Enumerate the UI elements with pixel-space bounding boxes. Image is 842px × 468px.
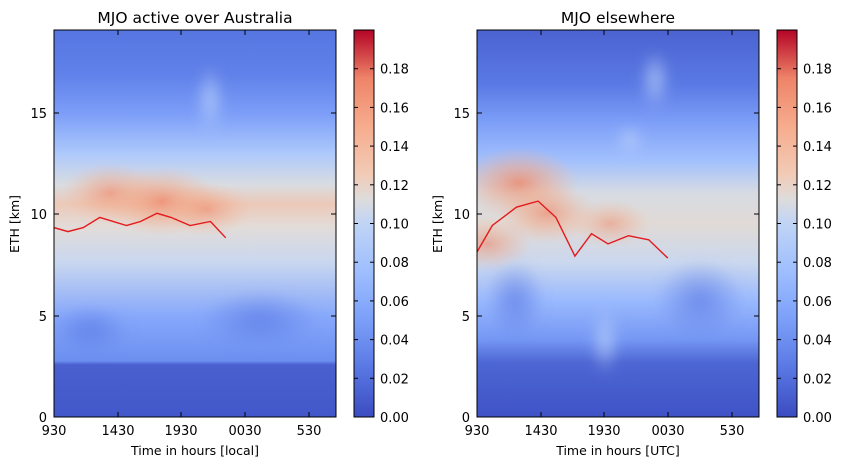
left-eth-line — [54, 212, 227, 239]
right-x-tick-label: 1930 — [587, 424, 620, 439]
right-x-axis: 930 1430 1930 0030 530 Time in hours [UT… — [465, 30, 745, 458]
right-plot-frame — [476, 29, 760, 418]
right-colorbar-ticks: 0.00 0.02 0.04 0.06 0.08 0.10 0.12 0.14 0.16 0.18 — [777, 63, 832, 426]
right-eth-line — [477, 200, 669, 259]
right-y-tick-label: 5 — [462, 310, 470, 325]
left-colorbar-tick-label: 0.00 — [380, 411, 409, 426]
right-colorbar-tick-label: 0.02 — [803, 372, 832, 387]
left-panel: MJO active over Australia 0 5 10 15 ETH … — [7, 9, 409, 458]
left-colorbar-tick-label: 0.02 — [380, 372, 409, 387]
left-blob — [196, 65, 224, 135]
left-colorbar-tick-label: 0.06 — [380, 295, 409, 310]
right-colorbar-tick-label: 0.12 — [803, 179, 832, 194]
left-y-axis-label: ETH [km] — [7, 195, 22, 253]
left-heatmap — [54, 30, 336, 417]
left-x-tick-label: 0030 — [228, 424, 261, 439]
left-y-tick-label: 0 — [39, 411, 47, 426]
left-x-tick-label: 930 — [42, 424, 67, 439]
right-blob — [591, 305, 619, 375]
left-blob — [54, 305, 130, 355]
left-blob — [200, 290, 320, 350]
right-y-tick-label: 0 — [462, 411, 470, 426]
left-hotspot — [161, 182, 252, 237]
right-colorbar-tick-label: 0.16 — [803, 101, 832, 116]
right-colorbar-tick-label: 0.18 — [803, 63, 832, 78]
right-colorbar-tick-label: 0.00 — [803, 411, 832, 426]
right-colorbar-tick-label: 0.04 — [803, 334, 832, 349]
left-x-axis: 930 1430 1930 0030 530 Time in hours [lo… — [42, 30, 322, 458]
right-y-axis: 0 5 10 15 ETH [km] — [430, 107, 759, 426]
right-blob — [485, 260, 545, 340]
left-y-tick-label: 10 — [30, 208, 47, 223]
left-colorbar-tick-label: 0.16 — [380, 101, 409, 116]
left-colorbar-tick-label: 0.10 — [380, 218, 409, 233]
left-plot-frame — [53, 29, 337, 418]
right-x-tick-label: 1430 — [524, 424, 557, 439]
right-colorbar: 0.00 0.02 0.04 0.06 0.08 0.10 0.12 0.14 0.16 0.18 — [776, 29, 832, 426]
right-hotspot — [477, 216, 533, 271]
right-x-tick-label: 930 — [465, 424, 490, 439]
right-colorbar-tick-label: 0.06 — [803, 295, 832, 310]
left-colorbar-tick-label: 0.14 — [380, 140, 409, 155]
left-x-tick-label: 530 — [297, 424, 322, 439]
left-colorbar-tick-label: 0.12 — [380, 179, 409, 194]
right-hotspot — [570, 199, 651, 248]
left-colorbar: 0.00 0.02 0.04 0.06 0.08 0.10 0.12 0.14 0.16 0.18 — [353, 29, 409, 426]
right-heatmap — [477, 30, 759, 417]
left-colorbar-tick-label: 0.04 — [380, 334, 409, 349]
right-colorbar-tick-label: 0.14 — [803, 140, 832, 155]
left-colorbar-tick-label: 0.18 — [380, 63, 409, 78]
right-colorbar-tick-label: 0.08 — [803, 256, 832, 271]
left-x-axis-label: Time in hours [local] — [130, 443, 259, 458]
left-x-tick-label: 1430 — [101, 424, 134, 439]
right-panel: MJO elsewhere 0 5 10 15 ETH [km] — [430, 9, 832, 458]
right-x-tick-label: 530 — [720, 424, 745, 439]
left-title: MJO active over Australia — [97, 9, 292, 27]
right-y-tick-label: 10 — [453, 208, 470, 223]
right-y-tick-label: 15 — [453, 107, 470, 122]
left-colorbar-tick-label: 0.08 — [380, 256, 409, 271]
right-blob — [655, 260, 745, 340]
left-x-tick-label: 1930 — [164, 424, 197, 439]
left-colorbar-ticks: 0.00 0.02 0.04 0.06 0.08 0.10 0.12 0.14 0.16 0.18 — [354, 63, 409, 426]
left-y-tick-label: 5 — [39, 310, 47, 325]
left-y-axis: 0 5 10 15 ETH [km] — [7, 107, 336, 426]
right-y-axis-label: ETH [km] — [430, 195, 445, 253]
right-blob — [616, 124, 644, 156]
right-title: MJO elsewhere — [561, 9, 675, 27]
right-x-axis-label: Time in hours [UTC] — [555, 443, 680, 458]
right-blob — [640, 50, 670, 110]
right-x-tick-label: 0030 — [651, 424, 684, 439]
left-hotspots — [61, 162, 252, 237]
left-y-tick-label: 15 — [30, 107, 47, 122]
right-colorbar-tick-label: 0.10 — [803, 218, 832, 233]
